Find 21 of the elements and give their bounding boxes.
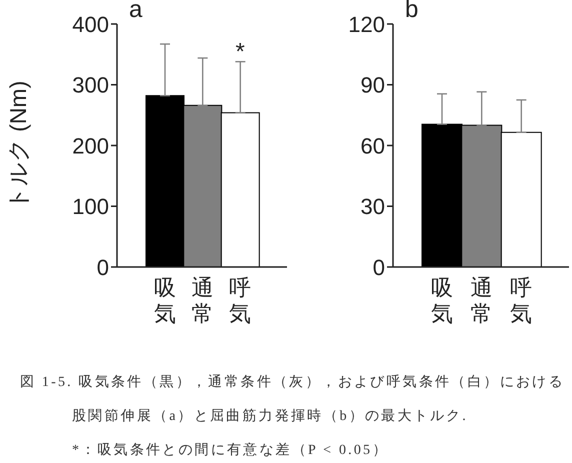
x-tick-label: 通常 bbox=[192, 275, 214, 326]
y-tick-label: 60 bbox=[360, 133, 385, 158]
y-tick-label: 0 bbox=[372, 254, 385, 280]
text: *：吸気条件との間に有意な差（P < 0.05） bbox=[71, 442, 390, 460]
y-tick-label: 200 bbox=[72, 133, 109, 158]
x-tick-label: 吸気 bbox=[154, 275, 176, 326]
x-tick-label: 呼気 bbox=[229, 275, 252, 326]
y-tick-label: 120 bbox=[348, 12, 385, 37]
y-tick-label: 100 bbox=[72, 194, 109, 220]
y-tick-label: 400 bbox=[72, 12, 109, 37]
y-tick-label: 300 bbox=[72, 72, 109, 98]
chart-title: a bbox=[129, 0, 142, 24]
y-tick-label: 0 bbox=[96, 254, 109, 280]
x-tick-label: 通常 bbox=[470, 275, 492, 326]
x-tick-label: 呼気 bbox=[510, 275, 532, 326]
text: 図 1-5. 吸気条件（黒），通常条件（灰），および呼気条件（白）における股関節伸展（a）と屈曲筋力発揮時（b）の最大トルク. bbox=[20, 375, 565, 424]
y-axis-title: トルク (Nm) bbox=[5, 80, 32, 210]
y-tick-label: 30 bbox=[360, 194, 385, 220]
y-tick-label: 90 bbox=[360, 72, 385, 98]
annotation: * bbox=[235, 38, 245, 66]
x-tick-label: 吸気 bbox=[430, 275, 453, 326]
